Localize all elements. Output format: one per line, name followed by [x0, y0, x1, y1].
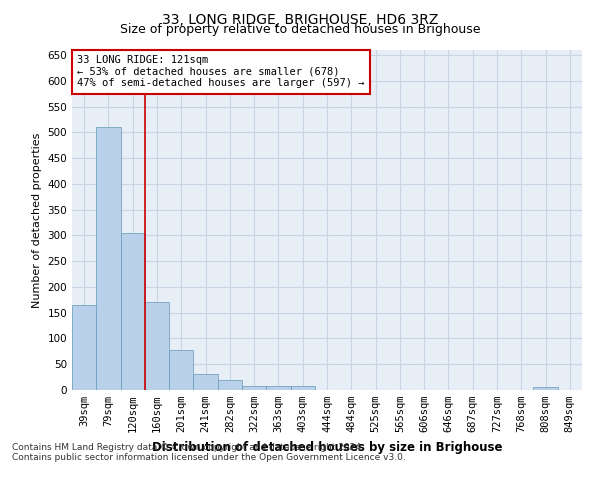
Text: Size of property relative to detached houses in Brighouse: Size of property relative to detached ho… — [120, 22, 480, 36]
Bar — [169, 350, 193, 390]
Bar — [290, 386, 315, 390]
Bar — [242, 386, 266, 390]
Bar — [145, 302, 169, 390]
Bar — [266, 386, 290, 390]
Bar — [72, 305, 96, 390]
Bar — [96, 128, 121, 390]
Bar — [218, 380, 242, 390]
Text: 33, LONG RIDGE, BRIGHOUSE, HD6 3RZ: 33, LONG RIDGE, BRIGHOUSE, HD6 3RZ — [162, 12, 438, 26]
X-axis label: Distribution of detached houses by size in Brighouse: Distribution of detached houses by size … — [152, 440, 502, 454]
Bar — [121, 233, 145, 390]
Text: 33 LONG RIDGE: 121sqm
← 53% of detached houses are smaller (678)
47% of semi-det: 33 LONG RIDGE: 121sqm ← 53% of detached … — [77, 55, 365, 88]
Text: Contains HM Land Registry data © Crown copyright and database right 2024.
Contai: Contains HM Land Registry data © Crown c… — [12, 442, 406, 462]
Bar — [193, 374, 218, 390]
Y-axis label: Number of detached properties: Number of detached properties — [32, 132, 42, 308]
Bar — [533, 387, 558, 390]
